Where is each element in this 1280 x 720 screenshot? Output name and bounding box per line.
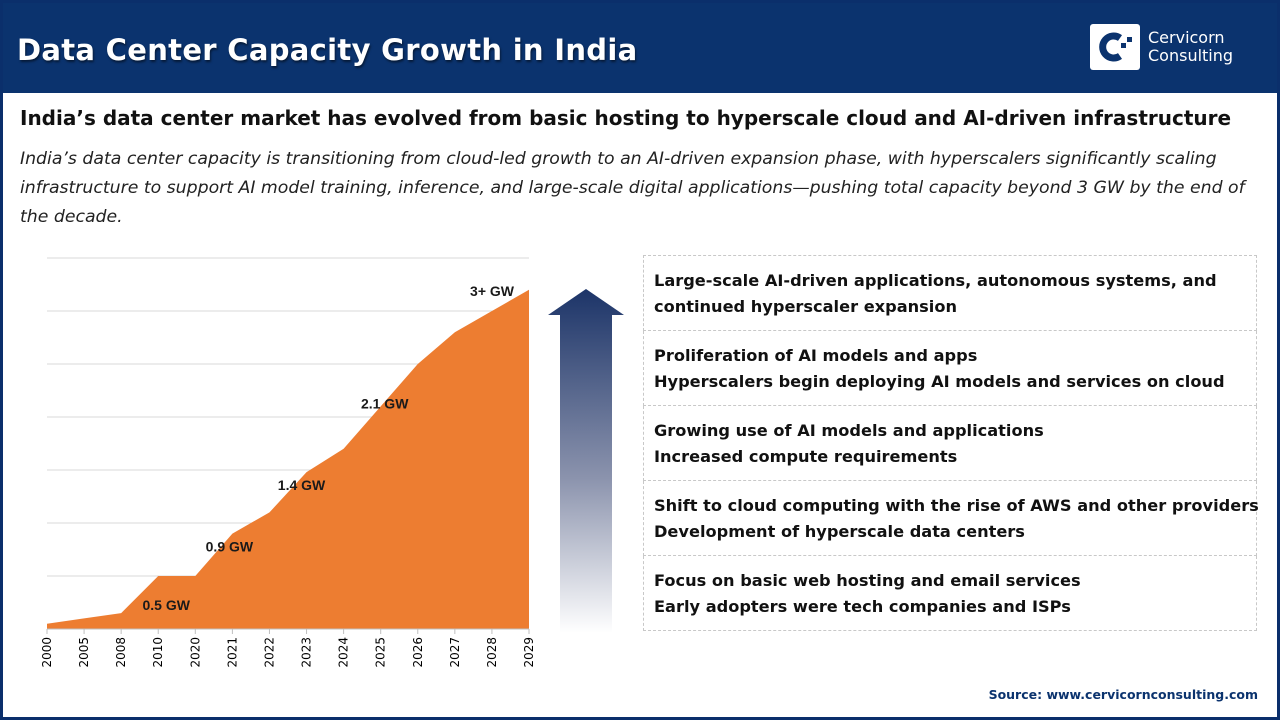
page-title: Data Center Capacity Growth in India bbox=[17, 33, 638, 67]
area-series bbox=[47, 289, 529, 629]
x-tick-label: 2020 bbox=[188, 637, 202, 668]
data-label: 1.4 GW bbox=[278, 477, 326, 493]
header-band: Data Center Capacity Growth in India bbox=[3, 3, 1277, 93]
stage-text: Increased compute requirements bbox=[654, 447, 958, 466]
logo-text-line1: Cervicorn bbox=[1148, 28, 1225, 47]
x-tick-label: 2027 bbox=[448, 637, 462, 668]
stage-text: Early adopters were tech companies and I… bbox=[654, 597, 1071, 616]
x-tick-label: 2008 bbox=[114, 637, 128, 668]
stage-text: Development of hyperscale data centers bbox=[654, 522, 1025, 541]
stage-item: Shift to cloud computing with the rise o… bbox=[643, 481, 1259, 556]
data-label: 3+ GW bbox=[470, 283, 515, 299]
subtitle: India’s data center market has evolved f… bbox=[20, 106, 1232, 130]
stage-text: continued hyperscaler expansion bbox=[654, 297, 957, 316]
description: India’s data center capacity is transiti… bbox=[20, 149, 1245, 227]
stage-text: Hyperscalers begin deploying AI models a… bbox=[654, 372, 1225, 391]
stage-text: Large-scale AI-driven applications, auto… bbox=[654, 271, 1217, 290]
stage-text: Focus on basic web hosting and email ser… bbox=[654, 571, 1081, 590]
stage-item: Focus on basic web hosting and email ser… bbox=[643, 556, 1257, 631]
stage-text: Proliferation of AI models and apps bbox=[654, 346, 978, 365]
data-label: 0.5 GW bbox=[142, 597, 190, 613]
data-label: 0.9 GW bbox=[206, 539, 254, 555]
up-arrow-icon bbox=[548, 289, 624, 633]
source-note: Source: www.cervicornconsulting.com bbox=[988, 687, 1258, 702]
x-tick-label: 2022 bbox=[262, 637, 276, 668]
x-tick-label: 2023 bbox=[300, 637, 314, 668]
x-tick-label: 2029 bbox=[522, 637, 536, 668]
stage-text: Shift to cloud computing with the rise o… bbox=[654, 496, 1259, 515]
logo-icon bbox=[1090, 24, 1140, 70]
stage-item: Proliferation of AI models and apps Hyper… bbox=[643, 331, 1257, 406]
stage-text: Growing use of AI models and application… bbox=[654, 421, 1044, 440]
logo: Cervicorn Consulting bbox=[1090, 24, 1233, 70]
stage-item: Growing use of AI models and application… bbox=[643, 406, 1257, 481]
data-label: 2.1 GW bbox=[361, 395, 409, 411]
x-tick-label: 2024 bbox=[337, 637, 351, 668]
x-tick-label: 2028 bbox=[485, 637, 499, 668]
x-tick-label: 2005 bbox=[77, 637, 91, 668]
x-tick-label: 2026 bbox=[411, 637, 425, 668]
x-tick-label: 2021 bbox=[225, 637, 239, 668]
x-tick-label: 2010 bbox=[151, 637, 165, 668]
stage-item: Large-scale AI-driven applications, auto… bbox=[643, 255, 1257, 331]
x-tick-label: 2000 bbox=[40, 637, 54, 668]
logo-text-line2: Consulting bbox=[1148, 46, 1234, 65]
area-chart: 2000 2005 2008 2010 2020 2021 2022 2023 2024 2025… bbox=[40, 257, 536, 668]
x-tick-label: 2025 bbox=[374, 637, 388, 668]
stage-list: Large-scale AI-driven applications, auto… bbox=[643, 255, 1259, 635]
